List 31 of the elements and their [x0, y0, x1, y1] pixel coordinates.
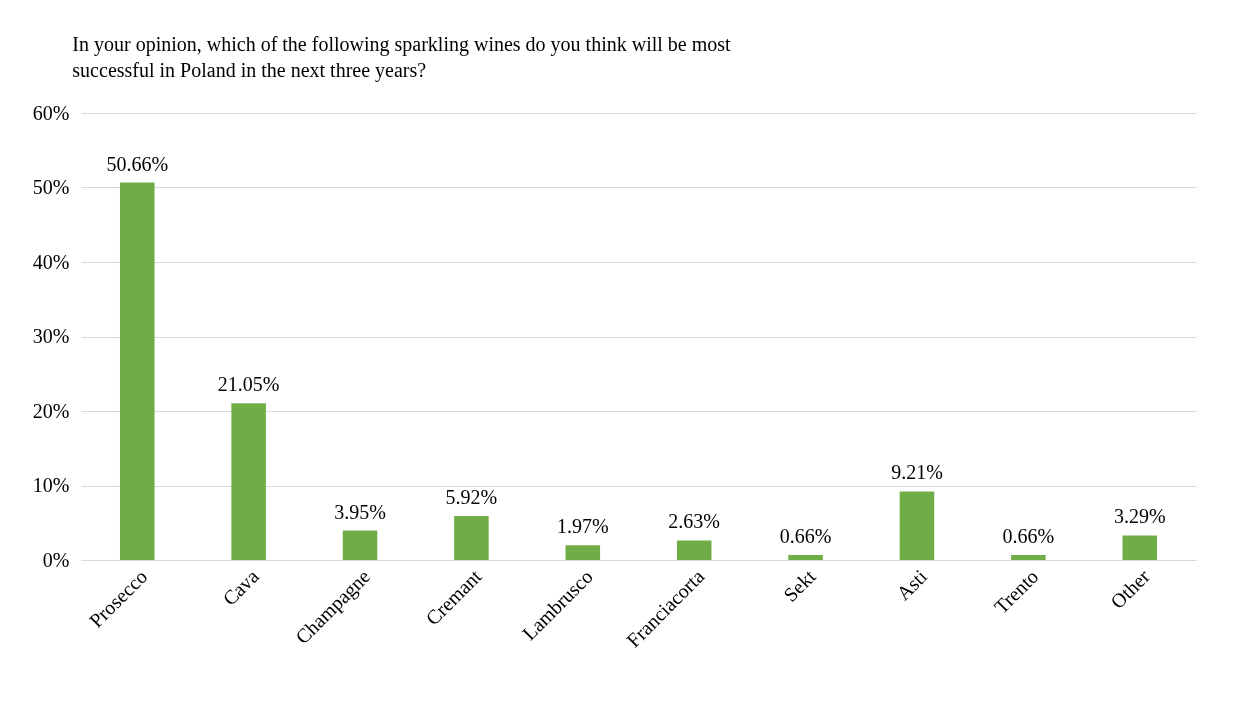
bar	[119, 182, 155, 560]
bar	[676, 540, 712, 560]
data-label: 2.63%	[668, 510, 721, 533]
x-tick-label: Sekt	[779, 564, 821, 606]
bar	[565, 545, 601, 560]
bar	[899, 491, 935, 560]
y-tick-label: 10%	[32, 474, 70, 496]
bar	[342, 530, 378, 560]
data-label: 5.92%	[445, 485, 498, 508]
y-tick-label: 30%	[32, 325, 70, 347]
bar	[454, 515, 489, 560]
bar	[231, 403, 266, 560]
data-label: 1.97%	[556, 515, 609, 538]
y-tick-label: 20%	[32, 399, 70, 422]
data-label: 21.05%	[217, 373, 280, 396]
y-tick-label: 0%	[42, 548, 70, 571]
x-tick-label: Asti	[891, 564, 932, 605]
x-tick-label: Cava	[218, 565, 263, 610]
y-tick-label: 60%	[32, 101, 70, 124]
data-label: 9.21%	[891, 461, 943, 484]
data-label: 0.66%	[779, 525, 832, 548]
y-tick-label: 50%	[32, 176, 70, 198]
bar	[1122, 535, 1158, 560]
data-label: 50.66%	[106, 152, 169, 175]
bar	[788, 555, 823, 560]
bar	[1011, 555, 1046, 560]
data-label: 3.29%	[1113, 505, 1166, 528]
data-label: 3.95%	[334, 500, 386, 523]
chart-title: In your opinion, which of the following sparkling wines do you think will be most successful in Poland in the next three years?	[72, 33, 732, 82]
y-tick-label: 40%	[32, 250, 70, 273]
data-label: 0.66%	[1002, 525, 1055, 548]
